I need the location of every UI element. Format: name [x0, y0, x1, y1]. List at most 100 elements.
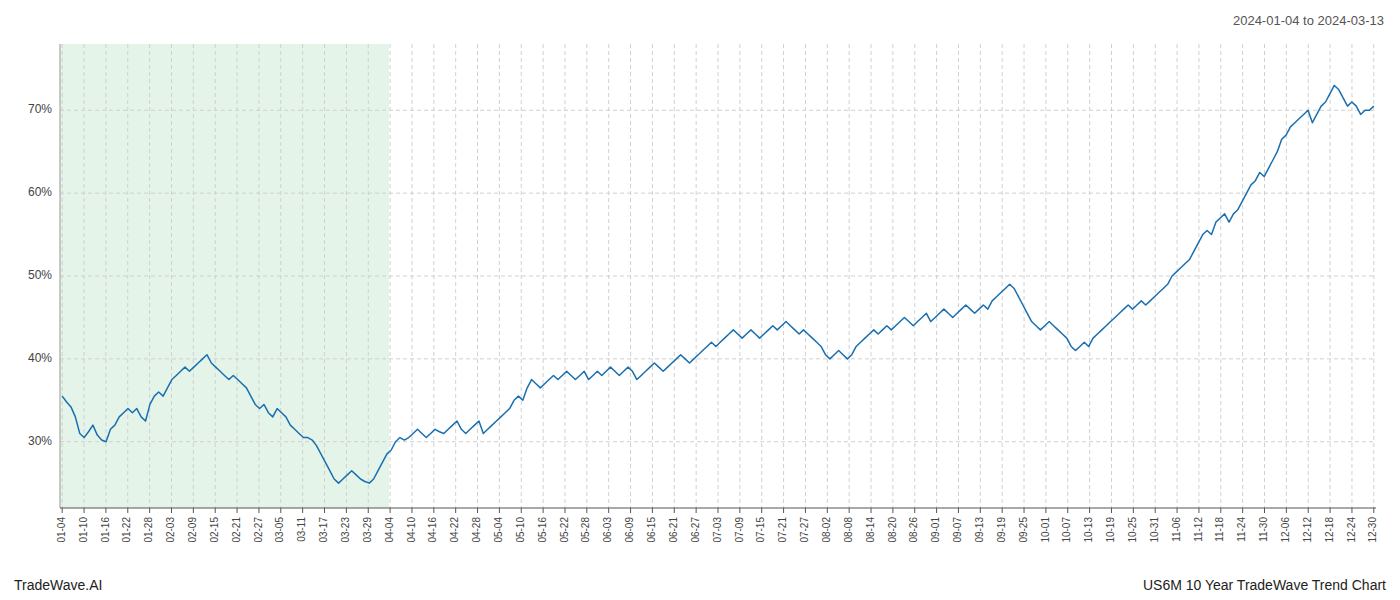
background — [0, 0, 1400, 600]
x-tick-label: 07-09 — [734, 517, 745, 543]
x-tick-mark — [1308, 508, 1309, 513]
x-grid-line — [433, 44, 434, 508]
x-tick-mark — [1177, 508, 1178, 513]
x-tick-mark — [1067, 508, 1068, 513]
x-tick-label: 03-05 — [274, 517, 285, 543]
x-grid-line — [980, 44, 981, 508]
x-tick-label: 05-10 — [515, 517, 526, 543]
x-tick-mark — [521, 508, 522, 513]
x-grid-line — [674, 44, 675, 508]
x-tick-mark — [455, 508, 456, 513]
x-grid-line — [280, 44, 281, 508]
x-tick-label: 02-27 — [253, 517, 264, 543]
footer-right: US6M 10 Year TradeWave Trend Chart — [1143, 577, 1386, 593]
x-grid-line — [718, 44, 719, 508]
x-tick-label: 12-06 — [1280, 517, 1291, 543]
x-grid-line — [84, 44, 85, 508]
x-tick-mark — [368, 508, 369, 513]
x-grid-line — [892, 44, 893, 508]
x-tick-label: 03-23 — [340, 517, 351, 543]
y-grid-line — [60, 441, 1376, 442]
x-tick-mark — [1330, 508, 1331, 513]
x-tick-label: 02-21 — [231, 517, 242, 543]
x-tick-mark — [892, 508, 893, 513]
x-tick-label: 04-16 — [427, 517, 438, 543]
x-tick-mark — [1133, 508, 1134, 513]
x-grid-line — [62, 44, 63, 508]
x-tick-label: 10-19 — [1105, 517, 1116, 543]
y-tick-label: 50% — [28, 268, 52, 282]
x-tick-mark — [980, 508, 981, 513]
x-tick-mark — [1373, 508, 1374, 513]
x-grid-line — [1002, 44, 1003, 508]
x-tick-label: 01-28 — [143, 517, 154, 543]
x-tick-mark — [84, 508, 85, 513]
title: 2024-01-04 to 2024-03-13 — [1233, 13, 1384, 28]
x-tick-mark — [1045, 508, 1046, 513]
x-tick-mark — [783, 508, 784, 513]
x-grid-line — [499, 44, 500, 508]
x-tick-mark — [674, 508, 675, 513]
y-tick-label: 30% — [28, 434, 52, 448]
x-grid-line — [193, 44, 194, 508]
x-tick-mark — [237, 508, 238, 513]
x-tick-label: 06-27 — [690, 517, 701, 543]
x-tick-mark — [215, 508, 216, 513]
x-tick-label: 02-15 — [209, 517, 220, 543]
x-tick-mark — [608, 508, 609, 513]
x-grid-line — [958, 44, 959, 508]
x-tick-label: 01-04 — [56, 517, 67, 543]
x-tick-label: 11-30 — [1258, 517, 1269, 542]
x-tick-label: 10-25 — [1127, 517, 1138, 543]
x-grid-line — [739, 44, 740, 508]
x-tick-label: 06-15 — [646, 517, 657, 543]
x-tick-mark — [936, 508, 937, 513]
x-tick-mark — [193, 508, 194, 513]
x-tick-label: 11-18 — [1214, 517, 1225, 542]
x-tick-mark — [258, 508, 259, 513]
x-tick-mark — [1155, 508, 1156, 513]
grid — [60, 44, 1376, 508]
x-tick-label: 01-22 — [121, 517, 132, 543]
x-grid-line — [302, 44, 303, 508]
x-grid-line — [105, 44, 106, 508]
x-tick-label: 06-09 — [624, 517, 635, 543]
x-tick-mark — [1286, 508, 1287, 513]
x-tick-mark — [302, 508, 303, 513]
x-tick-mark — [62, 508, 63, 513]
x-tick-label: 09-01 — [930, 517, 941, 543]
x-tick-mark — [1242, 508, 1243, 513]
x-grid-line — [586, 44, 587, 508]
x-grid-line — [805, 44, 806, 508]
x-tick-mark — [127, 508, 128, 513]
x-tick-mark — [871, 508, 872, 513]
x-grid-line — [1045, 44, 1046, 508]
x-tick-label: 12-12 — [1302, 517, 1313, 543]
x-grid-line — [1264, 44, 1265, 508]
chart-svg: 30%40%50%60%70%01-0401-1001-1601-2201-28… — [0, 0, 1400, 600]
x-grid-line — [127, 44, 128, 508]
x-tick-mark — [1002, 508, 1003, 513]
x-tick-mark — [171, 508, 172, 513]
x-tick-label: 01-16 — [100, 517, 111, 543]
x-tick-mark — [543, 508, 544, 513]
x-grid-line — [346, 44, 347, 508]
x-grid-line — [1089, 44, 1090, 508]
x-tick-mark — [586, 508, 587, 513]
x-tick-mark — [761, 508, 762, 513]
x-tick-label: 04-22 — [449, 517, 460, 543]
x-grid-line — [761, 44, 762, 508]
x-tick-label: 04-10 — [406, 517, 417, 543]
x-tick-label: 10-31 — [1149, 517, 1160, 543]
x-tick-mark — [477, 508, 478, 513]
x-grid-line — [1155, 44, 1156, 508]
x-tick-label: 09-07 — [952, 517, 963, 543]
x-tick-mark — [1351, 508, 1352, 513]
x-tick-mark — [346, 508, 347, 513]
x-tick-mark — [105, 508, 106, 513]
x-grid-line — [608, 44, 609, 508]
x-tick-label: 05-16 — [537, 517, 548, 543]
x-tick-mark — [652, 508, 653, 513]
x-grid-line — [914, 44, 915, 508]
x-grid-line — [368, 44, 369, 508]
